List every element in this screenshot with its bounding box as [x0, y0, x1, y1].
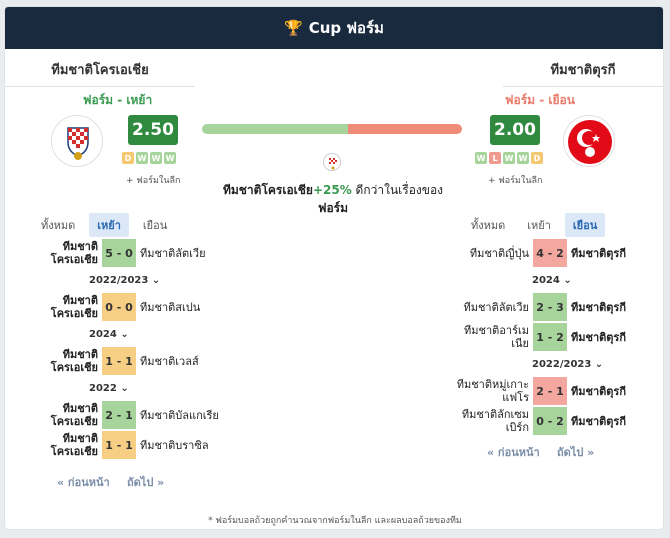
right-next-button[interactable]: ถัดไป » — [557, 446, 595, 459]
match-score: 2 - 1 — [533, 377, 567, 405]
season-header[interactable]: 2024 ⌄ — [532, 275, 572, 286]
left-form-score: 2.50 — [128, 115, 178, 145]
match-score: 1 - 1 — [102, 347, 136, 375]
trophy-icon: 🏆 — [284, 19, 303, 37]
left-team-name: ทีมชาติโครเอเชีย — [5, 59, 195, 87]
home-team: ทีมชาติโครเอเชีย — [50, 348, 98, 374]
footnote: * ฟอร์มบอลถ้วยถูกคำนวณจากฟอร์มในลีก และผ… — [208, 516, 462, 526]
form-chip: W — [475, 152, 487, 164]
home-team: ทีมชาติโครเอเชีย — [50, 294, 98, 320]
cup-form-widget: 🏆 Cup ฟอร์ม ทีมชาติโครเอเชีย ทีมชาติตุรก… — [4, 6, 664, 530]
right-form-label: ฟอร์ม - เยือน — [505, 93, 575, 107]
match-score: 5 - 0 — [102, 239, 136, 267]
away-team: ทีมชาติสเปน — [140, 300, 201, 314]
home-team: ทีมชาติลักเซมเบิร์ก — [461, 408, 529, 434]
right-prev-button[interactable]: « ก่อนหน้า — [487, 446, 540, 459]
away-team: ทีมชาติตุรกี — [571, 414, 626, 428]
form-chip: W — [136, 152, 148, 164]
comparison-rest: ดีกว่าในเรื่องของ — [351, 183, 444, 197]
comparison-text: ทีมชาติโครเอเชีย+25% ดีกว่าในเรื่องของ ฟ… — [205, 181, 461, 217]
home-team: ทีมชาติอาร์เมเนีย — [464, 324, 529, 350]
season-header[interactable]: 2022/2023 ⌄ — [532, 359, 604, 370]
season-header[interactable]: 2022/2023 ⌄ — [89, 275, 161, 286]
croatia-mini-crest-icon — [323, 153, 341, 171]
form-chip: D — [122, 152, 134, 164]
left-tabs: ทั้งหมด เหย้า เยือน — [33, 213, 181, 237]
tab-0[interactable]: ทั้งหมด — [41, 219, 76, 232]
match-score: 0 - 0 — [102, 293, 136, 321]
match-score: 1 - 2 — [533, 323, 567, 351]
left-next-button[interactable]: ถัดไป » — [127, 476, 165, 489]
form-chip: D — [531, 152, 543, 164]
away-team: ทีมชาติตุรกี — [571, 246, 626, 260]
left-league-form-link[interactable]: + ฟอร์มในลีก — [126, 176, 181, 186]
away-team: ทีมชาติตุรกี — [571, 300, 626, 314]
comparison-team: ทีมชาติโครเอเชีย — [222, 183, 313, 197]
comparison-tail: ฟอร์ม — [317, 201, 349, 215]
season-header[interactable]: 2024 ⌄ — [89, 329, 129, 340]
form-chip: W — [150, 152, 162, 164]
away-team: ทีมชาติเวลส์ — [140, 354, 199, 368]
away-team: ทีมชาติลัตเวีย — [140, 246, 206, 260]
match-row[interactable]: ทีมชาติอาร์เมเนีย 1 - 2 ทีมชาติตุรกี — [453, 323, 647, 351]
tab-1[interactable]: เหย้า — [89, 213, 129, 237]
right-tabs: ทั้งหมด เหย้า เยือน — [463, 213, 611, 237]
left-form-label: ฟอร์ม - เหย้า — [83, 93, 153, 107]
match-row[interactable]: ทีมชาติโครเอเชีย 1 - 1 ทีมชาติเวลส์ — [45, 347, 226, 375]
match-row[interactable]: ทีมชาติโครเอเชีย 0 - 0 ทีมชาติสเปน — [45, 293, 226, 321]
right-form-score: 2.00 — [490, 115, 540, 145]
tab-1[interactable]: เหย้า — [527, 219, 551, 232]
match-row[interactable]: ทีมชาติญี่ปุ่น 4 - 2 ทีมชาติตุรกี — [453, 239, 647, 267]
tab-2[interactable]: เยือน — [142, 219, 168, 232]
match-row[interactable]: ทีมชาติลักเซมเบิร์ก 0 - 2 ทีมชาติตุรกี — [453, 407, 647, 435]
match-score: 0 - 2 — [533, 407, 567, 435]
away-team: ทีมชาติตุรกี — [571, 384, 626, 398]
form-comparison-bar — [202, 124, 462, 134]
home-team: ทีมชาติลัตเวีย — [463, 300, 529, 314]
away-team: ทีมชาติบัลแกเรีย — [140, 408, 219, 422]
match-row[interactable]: ทีมชาติโครเอเชีย 1 - 1 ทีมชาติบราซิล — [45, 431, 226, 459]
match-row[interactable]: ทีมชาติโครเอเชีย 2 - 1 ทีมชาติบัลแกเรีย — [45, 401, 226, 429]
bar-red-segment — [347, 124, 462, 134]
home-team: ทีมชาติโครเอเชีย — [50, 402, 98, 428]
home-team: ทีมชาติหมู่เกาะแฟโร — [456, 378, 529, 404]
match-score: 2 - 3 — [533, 293, 567, 321]
left-prev-button[interactable]: « ก่อนหน้า — [57, 476, 110, 489]
home-team: ทีมชาติญี่ปุ่น — [469, 246, 529, 260]
match-row[interactable]: ทีมชาติหมู่เกาะแฟโร 2 - 1 ทีมชาติตุรกี — [453, 377, 647, 405]
form-chip: L — [489, 152, 501, 164]
match-score: 4 - 2 — [533, 239, 567, 267]
comparison-pct: +25% — [312, 183, 352, 197]
match-row[interactable]: ทีมชาติโครเอเชีย 5 - 0 ทีมชาติลัตเวีย — [45, 239, 226, 267]
home-team: ทีมชาติโครเอเชีย — [50, 432, 98, 458]
season-header[interactable]: 2022 ⌄ — [89, 383, 129, 394]
tab-0[interactable]: ทั้งหมด — [471, 219, 506, 232]
away-team: ทีมชาติตุรกี — [571, 330, 626, 344]
match-score: 2 - 1 — [102, 401, 136, 429]
form-chip: W — [503, 152, 515, 164]
bar-green-segment — [202, 124, 348, 134]
right-league-form-link[interactable]: + ฟอร์มในลีก — [488, 176, 543, 186]
match-score: 1 - 1 — [102, 431, 136, 459]
right-team-name: ทีมชาติตุรกี — [503, 59, 663, 87]
turkey-crest-icon — [563, 115, 615, 167]
widget-title: Cup ฟอร์ม — [308, 19, 384, 37]
form-chip: W — [164, 152, 176, 164]
tab-2[interactable]: เยือน — [564, 213, 606, 237]
match-row[interactable]: ทีมชาติลัตเวีย 2 - 3 ทีมชาติตุรกี — [453, 293, 647, 321]
widget-header: 🏆 Cup ฟอร์ม — [5, 7, 663, 49]
away-team: ทีมชาติบราซิล — [140, 438, 209, 452]
croatia-crest-icon — [51, 115, 103, 167]
form-chip: W — [517, 152, 529, 164]
home-team: ทีมชาติโครเอเชีย — [50, 240, 98, 266]
